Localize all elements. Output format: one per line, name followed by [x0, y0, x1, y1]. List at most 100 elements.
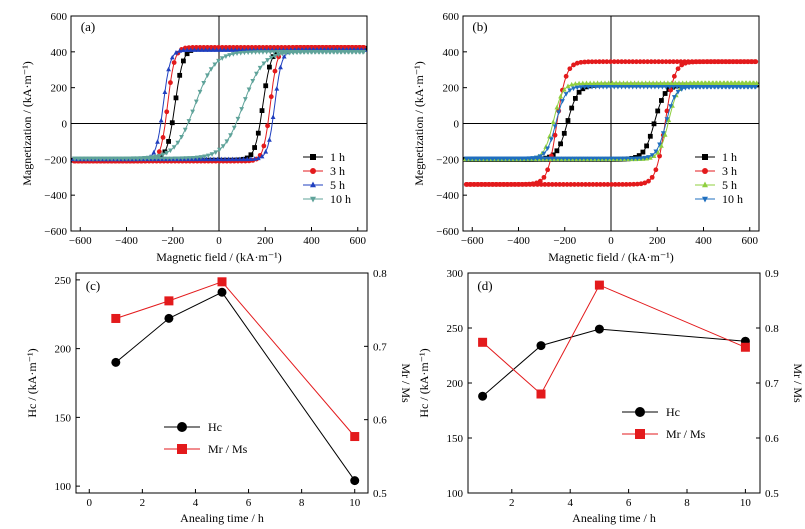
data-point	[731, 84, 736, 90]
data-point	[708, 84, 714, 90]
data-point	[552, 132, 558, 138]
data-point	[652, 84, 658, 90]
data-point	[238, 51, 244, 56]
data-point	[324, 50, 330, 55]
data-point	[162, 89, 168, 94]
data-point	[653, 167, 659, 173]
data-point	[217, 47, 223, 52]
data-point	[113, 156, 119, 162]
data-point	[278, 64, 283, 70]
data-point	[257, 65, 263, 71]
data-point	[586, 156, 592, 162]
data-point	[572, 156, 577, 162]
data-point	[283, 51, 289, 56]
data-point	[267, 137, 272, 142]
data-point	[98, 156, 104, 162]
data-point	[548, 137, 554, 142]
data-point	[509, 182, 514, 187]
data-point	[560, 156, 566, 162]
data-point	[523, 156, 529, 162]
data-point	[721, 80, 727, 85]
data-point	[198, 155, 204, 160]
plot-frame	[75, 272, 369, 494]
data-point	[605, 182, 611, 187]
data-point	[613, 80, 619, 85]
data-point	[623, 181, 629, 187]
series-MrMs	[111, 277, 360, 442]
y-left-tick-label: 300	[447, 268, 464, 280]
x-tick-label: 400	[695, 235, 712, 247]
data-point	[622, 59, 628, 65]
data-point	[727, 59, 733, 65]
data-point	[655, 149, 661, 155]
data-point	[572, 182, 577, 187]
data-point	[161, 156, 167, 162]
x-tick-label: 10	[349, 497, 361, 509]
data-point	[479, 156, 485, 162]
data-point	[302, 50, 307, 55]
data-point	[699, 80, 705, 86]
data-point	[646, 80, 652, 85]
legend-entry: 5 h	[330, 178, 345, 192]
data-point	[609, 156, 614, 162]
data-point	[631, 156, 637, 162]
data-point	[271, 50, 277, 55]
data-point	[655, 108, 661, 114]
data-point	[464, 182, 470, 187]
data-point	[627, 181, 633, 187]
data-point	[575, 156, 581, 162]
data-point	[583, 156, 588, 162]
data-point	[694, 59, 699, 65]
data-point	[169, 54, 175, 60]
data-point	[641, 59, 647, 65]
legend-marker	[177, 422, 187, 432]
y-left-tick-label: 250	[55, 275, 72, 287]
data-point	[644, 155, 650, 161]
x-axis-label: Anealing time / h	[180, 511, 264, 525]
data-point	[171, 60, 177, 65]
data-point	[172, 156, 178, 162]
y-left-tick-label: 150	[447, 433, 464, 445]
panel-a: −600 −400 −200 0 200 400 600 −600 −400 −200 0 200 40…	[20, 11, 368, 264]
data-point	[734, 59, 740, 65]
data-point	[200, 156, 206, 162]
data-point	[645, 59, 650, 65]
legend-entry: 10 h	[330, 192, 351, 206]
data-point	[549, 156, 555, 162]
data-point	[265, 58, 270, 63]
data-point	[659, 98, 664, 103]
data-point	[569, 105, 575, 111]
data-point	[749, 59, 755, 65]
data-point	[267, 64, 272, 70]
data-point	[575, 182, 581, 187]
data-point	[478, 337, 488, 347]
data-point	[620, 156, 625, 162]
data-point	[184, 51, 190, 57]
y-tick-label: 200	[443, 83, 460, 95]
y-left-axis-label: Hc / (kA·m⁻¹)	[417, 348, 431, 417]
x-tick-label: 400	[303, 235, 320, 247]
data-point	[579, 182, 585, 187]
data-point	[628, 80, 634, 85]
y-right-tick-label: 0.5	[373, 488, 387, 500]
data-point	[667, 59, 673, 65]
legend-entry: 1 h	[330, 150, 345, 164]
data-point	[593, 84, 599, 90]
data-point	[169, 120, 175, 126]
y-right-tick-label: 0.6	[765, 433, 779, 445]
data-point	[675, 66, 681, 72]
data-point	[661, 80, 667, 85]
data-point	[620, 182, 625, 187]
data-point	[255, 130, 261, 136]
x-tick-label: −600	[461, 235, 484, 247]
data-point	[590, 156, 596, 162]
data-point	[527, 182, 533, 187]
x-tick-label: 2	[509, 497, 515, 509]
data-point	[630, 59, 636, 65]
data-point	[512, 182, 518, 187]
y-tick-label: 0	[454, 119, 460, 131]
legend-entry: Mr / Ms	[208, 442, 248, 456]
y-tick-label: 400	[443, 47, 460, 59]
data-point	[733, 80, 738, 85]
data-point	[516, 182, 522, 187]
